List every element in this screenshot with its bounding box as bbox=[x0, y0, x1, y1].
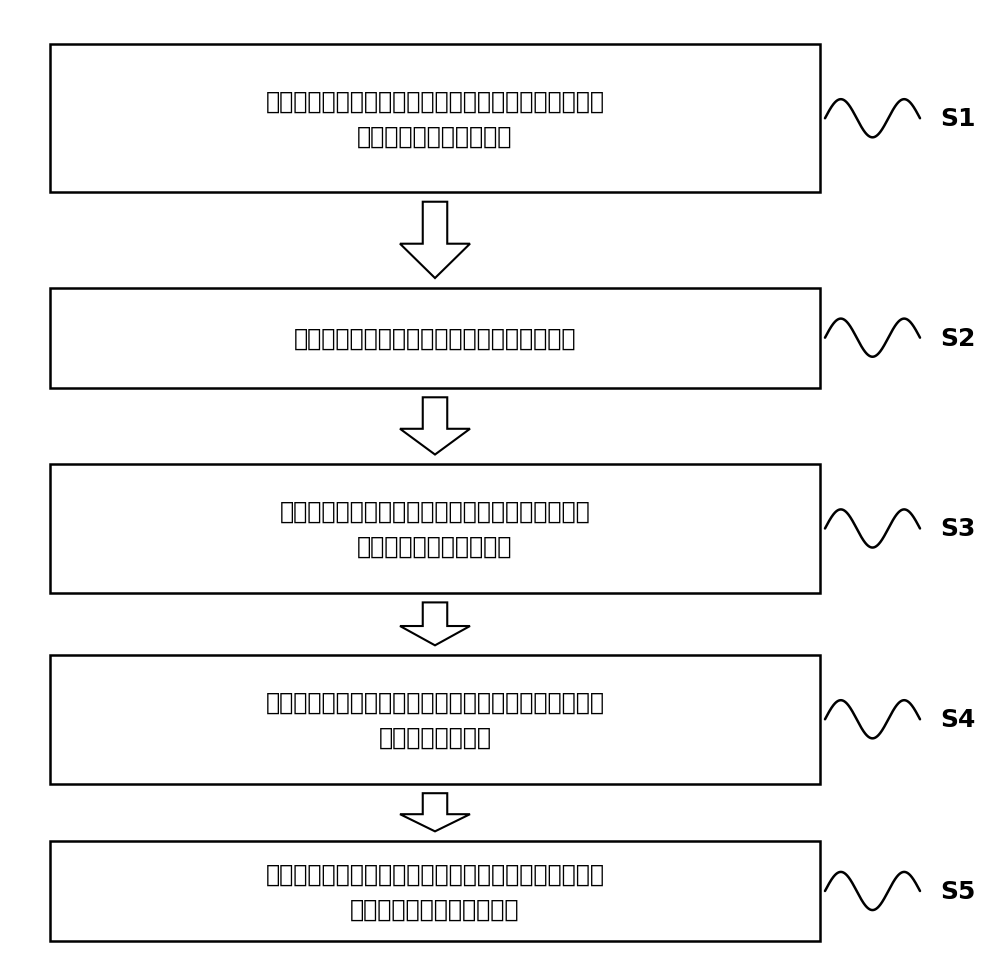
Text: S4: S4 bbox=[940, 707, 975, 732]
Text: 联邦训练结束后，客户端在其组内元模型及其本地数据
上进行微调产生个性化模型: 联邦训练结束后，客户端在其组内元模型及其本地数据 上进行微调产生个性化模型 bbox=[266, 862, 604, 921]
Text: S3: S3 bbox=[940, 517, 975, 541]
Text: 对每个组内的客户端模型进行聚合并下发给组内的客户
端进行下一轮迭代: 对每个组内的客户端模型进行聚合并下发给组内的客户 端进行下一轮迭代 bbox=[266, 690, 604, 749]
Text: 进行初始化阶段以获得不同数据分布的中心点: 进行初始化阶段以获得不同数据分布的中心点 bbox=[294, 326, 576, 351]
Text: S1: S1 bbox=[940, 107, 976, 132]
Text: S2: S2 bbox=[940, 326, 975, 351]
Polygon shape bbox=[400, 603, 470, 646]
Text: 确定各个客户端初始化阶段时的自动编码器结构以及个
性化阶段时的元模型结构: 确定各个客户端初始化阶段时的自动编码器结构以及个 性化阶段时的元模型结构 bbox=[266, 90, 604, 149]
Bar bbox=[50, 45, 820, 193]
Bar bbox=[50, 841, 820, 942]
Bar bbox=[50, 656, 820, 783]
Bar bbox=[50, 288, 820, 389]
Polygon shape bbox=[400, 398, 470, 456]
Polygon shape bbox=[400, 793, 470, 831]
Text: S5: S5 bbox=[940, 879, 975, 903]
Polygon shape bbox=[400, 203, 470, 279]
Text: 客户端参与联邦训练，根据每轮上传的数据分布向
量将客户端划分为多个组: 客户端参与联邦训练，根据每轮上传的数据分布向 量将客户端划分为多个组 bbox=[280, 499, 590, 558]
Bar bbox=[50, 465, 820, 593]
